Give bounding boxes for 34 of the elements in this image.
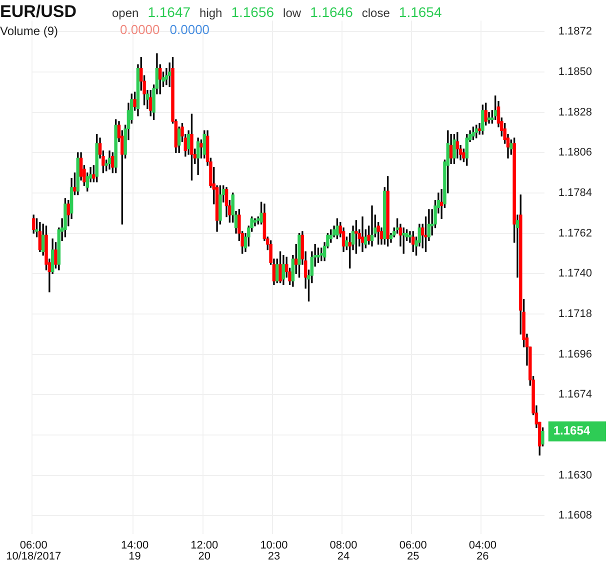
y-tick-label: 1.1608 [558, 510, 592, 522]
text: open [112, 6, 139, 20]
x-tick-label: 04:00 26 [468, 540, 496, 563]
x-tick-label: 10:00 23 [260, 540, 288, 563]
candlestick [370, 205, 374, 246]
text: close [362, 6, 390, 20]
candlestick [360, 216, 364, 252]
text: 1.1656 [231, 4, 274, 20]
y-tick-label: 1.1696 [558, 348, 592, 360]
annotation: 0.0000 [120, 22, 160, 37]
text: 1.1654 [553, 424, 590, 438]
x-tick-label: 08:00 24 [330, 540, 358, 563]
y-tick-label: 1.1718 [558, 308, 592, 320]
x-tick-label: 06:00 10/18/2017 [6, 540, 62, 563]
y-tick-label: 1.1674 [558, 388, 592, 401]
y-tick-label: 1.1740 [558, 268, 592, 280]
x-tick-label: 06:00 25 [399, 540, 427, 563]
annotation: 0.0000 [170, 22, 210, 37]
y-tick-label: 1.1784 [558, 186, 592, 199]
text: 1.1654 [398, 4, 442, 20]
y-tick-label: 1.1872 [558, 26, 592, 38]
text: 1.1646 [310, 4, 353, 20]
x-tick-label: 14:00 19 [121, 540, 149, 563]
text: high [200, 6, 222, 20]
text: 1.1647 [148, 4, 191, 20]
y-tick-label: 1.1630 [558, 469, 592, 482]
y-tick-label: 1.1850 [558, 66, 592, 78]
y-tick-label: 1.1762 [558, 227, 592, 240]
y-tick-label: 1.1806 [558, 146, 592, 159]
text: low [283, 6, 302, 20]
x-tick-label: 12:00 20 [190, 540, 218, 563]
chart-title: EUR/USD [0, 2, 77, 22]
y-tick-label: 1.1828 [558, 106, 592, 118]
annotation: Volume (9) [0, 24, 58, 38]
